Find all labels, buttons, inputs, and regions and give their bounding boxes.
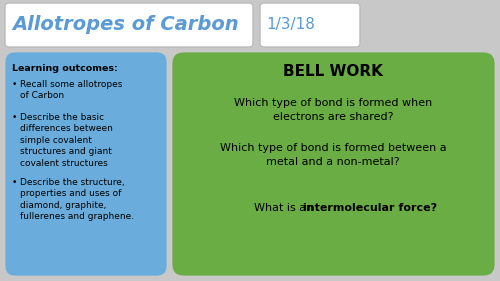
Text: •: • xyxy=(12,80,18,89)
Text: What is an: What is an xyxy=(254,203,316,213)
FancyBboxPatch shape xyxy=(5,52,167,276)
Text: Learning outcomes:: Learning outcomes: xyxy=(12,64,118,73)
FancyBboxPatch shape xyxy=(172,52,495,276)
Text: Which type of bond is formed when
electrons are shared?: Which type of bond is formed when electr… xyxy=(234,98,432,122)
Text: BELL WORK: BELL WORK xyxy=(283,65,383,80)
Text: 1/3/18: 1/3/18 xyxy=(266,17,315,33)
Text: intermolecular force?: intermolecular force? xyxy=(303,203,438,213)
Text: Describe the structure,
properties and uses of
diamond, graphite,
fullerenes and: Describe the structure, properties and u… xyxy=(20,178,134,221)
FancyBboxPatch shape xyxy=(5,3,253,47)
Text: Recall some allotropes
of Carbon: Recall some allotropes of Carbon xyxy=(20,80,122,100)
Text: Allotropes of Carbon: Allotropes of Carbon xyxy=(12,15,238,35)
Text: Which type of bond is formed between a
metal and a non-metal?: Which type of bond is formed between a m… xyxy=(220,143,446,167)
FancyBboxPatch shape xyxy=(260,3,360,47)
Text: •: • xyxy=(12,113,18,122)
Text: Describe the basic
differences between
simple covalent
structures and giant
cova: Describe the basic differences between s… xyxy=(20,113,113,168)
Text: •: • xyxy=(12,178,18,187)
